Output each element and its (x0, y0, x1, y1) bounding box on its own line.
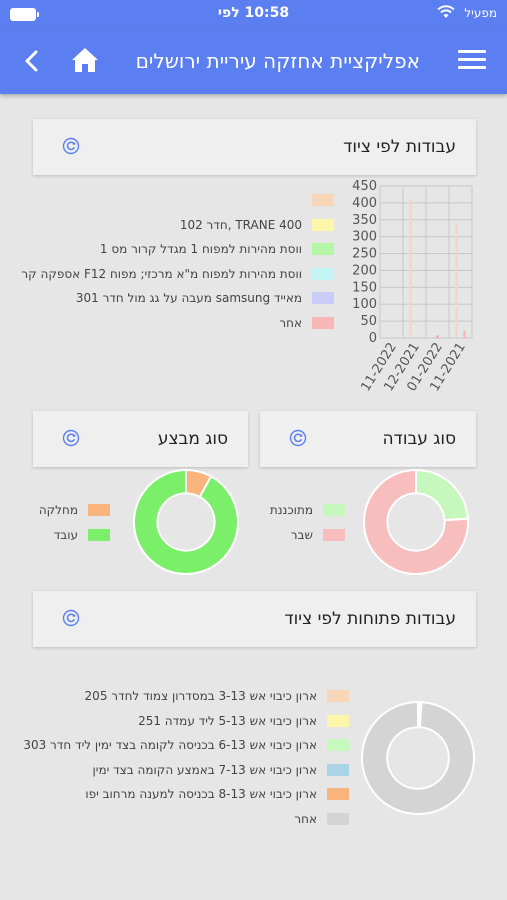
y-tick-label: 200 (352, 263, 377, 278)
legend-item: ארון כיבוי אש 8-13 בכניסה למענה מרחוב יפ… (23, 782, 349, 807)
y-tick-label: 150 (352, 280, 377, 295)
legend-swatch (312, 316, 334, 329)
battery-icon (10, 8, 39, 21)
legend-swatch (88, 504, 110, 517)
legend-swatch (312, 243, 334, 256)
donut-hole (158, 494, 214, 550)
bar (409, 198, 412, 338)
legend-item: אחר (21, 311, 334, 336)
legend-item: מתוכננת (270, 498, 345, 523)
legend-swatch (327, 690, 349, 703)
carrier-label: מפעיל (464, 6, 497, 20)
y-tick-label: 400 (352, 196, 377, 211)
refresh-icon[interactable] (62, 429, 80, 447)
legend-item: ווסת מהירות למפוח 1 מגדל קרור מס 1 (21, 237, 334, 262)
legend-item: מחלקה (39, 498, 110, 523)
y-tick-label: 50 (360, 314, 377, 329)
refresh-icon[interactable] (62, 137, 80, 155)
status-bar: 10:58 לפי מפעיל (0, 0, 507, 28)
performer-card-header: סוג מבצע (33, 411, 248, 467)
bar (436, 335, 439, 338)
legend-item (21, 188, 334, 213)
app-title: אפליקציית אחזקה עיריית ירושלים (135, 49, 420, 73)
status-time: 10:58 לפי (217, 5, 290, 21)
legend-swatch (327, 763, 349, 776)
legend-swatch (327, 788, 349, 801)
donut-slice (361, 701, 475, 815)
equipment-card-header: עבודות לפי ציוד (33, 119, 476, 175)
legend-item: עובד (39, 523, 110, 548)
legend-item: אחר (23, 807, 349, 832)
legend-item: TRANE 400 ,חדר 102 (21, 213, 334, 238)
donut-slice (363, 469, 469, 575)
performer-legend: מחלקה עובד (39, 498, 110, 547)
y-tick-label: 100 (352, 297, 377, 312)
equipment-legend: TRANE 400 ,חדר 102 ווסת מהירות למפוח 1 מ… (21, 188, 334, 335)
donut-hole (388, 494, 444, 550)
bar (455, 223, 458, 338)
legend-swatch (88, 528, 110, 541)
legend-item: שבר (270, 523, 345, 548)
work-type-donut-chart (363, 469, 469, 575)
refresh-icon[interactable] (289, 429, 307, 447)
open-equipment-card-title: עבודות פתוחות לפי ציוד (284, 609, 456, 629)
legend-item: ארון כיבוי אש 3-13 במסדרון צמוד לחדר 205 (23, 684, 349, 709)
legend-swatch (323, 528, 345, 541)
donut-slice (133, 469, 239, 575)
legend-swatch (327, 739, 349, 752)
equipment-bar-chart: 05010015020025030035040045011-202212-202… (352, 179, 473, 394)
bar (463, 330, 466, 338)
legend-item: ארון כיבוי אש 5-13 ליד עמדה 251 (23, 709, 349, 734)
hamburger-menu-icon[interactable] (458, 50, 486, 72)
work-type-card-title: סוג עבודה (382, 429, 456, 449)
open-equipment-donut-chart (361, 701, 475, 815)
wifi-icon (437, 5, 455, 18)
y-tick-label: 250 (352, 247, 377, 262)
work-type-card-header: סוג עבודה (260, 411, 476, 467)
donut-hole (388, 728, 448, 788)
y-tick-label: 450 (352, 179, 377, 194)
legend-swatch (312, 267, 334, 280)
app-bar: אפליקציית אחזקה עיריית ירושלים (0, 28, 507, 94)
open-equipment-legend: ארון כיבוי אש 3-13 במסדרון צמוד לחדר 205… (23, 684, 349, 831)
y-tick-label: 350 (352, 213, 377, 228)
equipment-card-title: עבודות לפי ציוד (343, 137, 456, 157)
legend-item: מאייד samsung מעבה על גג מול חדר 301 (21, 286, 334, 311)
legend-item: ארון כיבוי אש 6-13 בכניסה לקומה בצד ימין… (23, 733, 349, 758)
home-icon[interactable] (70, 45, 100, 75)
legend-swatch (327, 812, 349, 825)
performer-donut-chart (133, 469, 239, 575)
legend-swatch (327, 714, 349, 727)
work-type-legend: מתוכננת שבר (270, 498, 345, 547)
performer-card-title: סוג מבצע (157, 429, 228, 449)
chevron-left-icon[interactable] (18, 46, 46, 76)
legend-swatch (312, 194, 334, 207)
open-equipment-card-header: עבודות פתוחות לפי ציוד (33, 591, 476, 647)
legend-swatch (323, 504, 345, 517)
legend-item: ארון כיבוי אש 7-13 באמצע הקומה בצד ימין (23, 758, 349, 783)
refresh-icon[interactable] (62, 609, 80, 627)
legend-item: ווסת מהירות למפוח מ"א מרכזי; מפוח F12 אס… (21, 262, 334, 287)
legend-swatch (312, 292, 334, 305)
y-tick-label: 0 (369, 331, 377, 346)
legend-swatch (312, 218, 334, 231)
y-tick-label: 300 (352, 230, 377, 245)
